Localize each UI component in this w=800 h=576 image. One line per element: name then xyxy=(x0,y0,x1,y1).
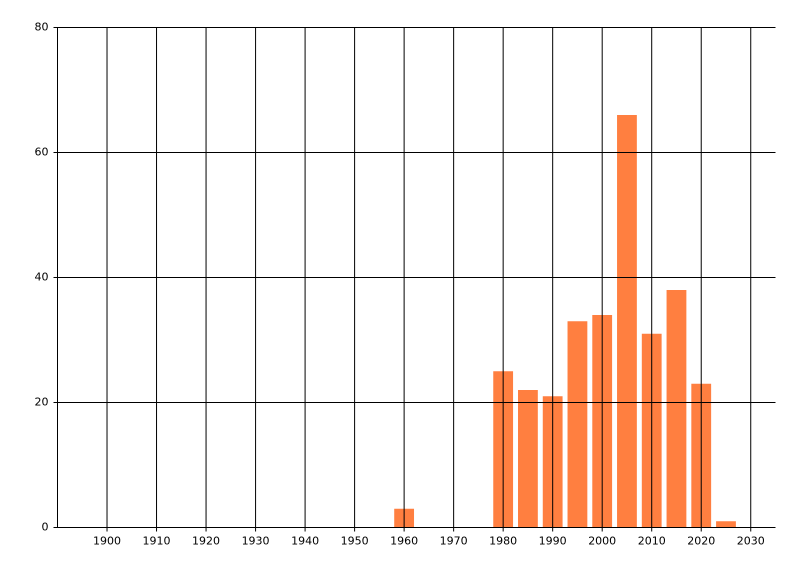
y-tick-label: 20 xyxy=(35,396,49,409)
y-tick-label: 40 xyxy=(35,271,49,284)
y-tick-label: 0 xyxy=(42,521,49,534)
x-tick-label: 1970 xyxy=(440,535,468,548)
bar xyxy=(666,290,687,528)
x-tick-label: 1910 xyxy=(143,535,171,548)
x-tick-label: 1990 xyxy=(539,535,567,548)
y-tick-label: 60 xyxy=(35,146,49,159)
bar xyxy=(518,390,538,528)
x-tick-label: 1960 xyxy=(390,535,418,548)
x-tick-label: 2020 xyxy=(687,535,715,548)
x-tick-label: 1920 xyxy=(192,535,220,548)
x-tick-label: 1940 xyxy=(291,535,319,548)
x-tick-label: 1930 xyxy=(242,535,270,548)
x-tick-label: 1980 xyxy=(489,535,517,548)
bar xyxy=(567,321,588,528)
x-tick-label: 2010 xyxy=(638,535,666,548)
x-tick-label: 2030 xyxy=(737,535,765,548)
x-tick-label: 1950 xyxy=(341,535,369,548)
x-tick-label: 1900 xyxy=(93,535,121,548)
bar xyxy=(617,115,637,528)
bar xyxy=(716,521,736,528)
y-tick-label: 80 xyxy=(35,21,49,34)
x-tick-label: 2000 xyxy=(588,535,616,548)
